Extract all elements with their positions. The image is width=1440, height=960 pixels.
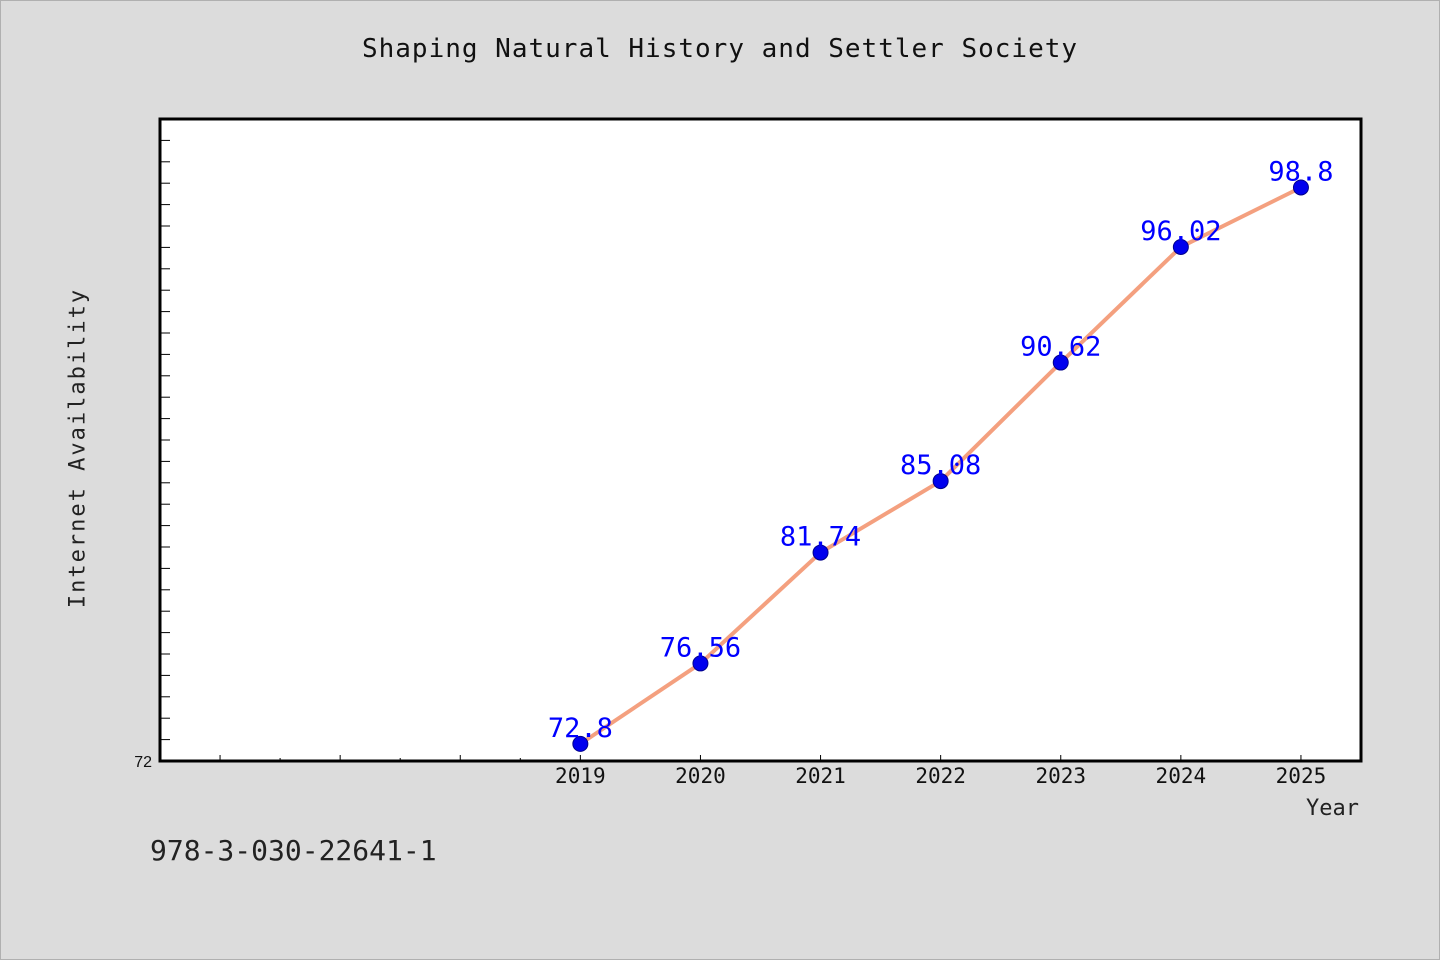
- data-point: [1172, 238, 1189, 255]
- x-tick-label: 2025: [1276, 764, 1327, 788]
- x-ticks: 2019 2020 2021 2022 2023 2024 2025: [219, 755, 1327, 788]
- data-point: [572, 735, 589, 752]
- data-point: [1052, 354, 1069, 371]
- x-tick-label: 2024: [1156, 764, 1207, 788]
- plot-area: [158, 117, 1363, 763]
- x-tick-label: 2023: [1035, 764, 1086, 788]
- x-tick-label: 2021: [795, 764, 846, 788]
- data-label: 72.8: [548, 713, 613, 744]
- isbn-text: 978-3-030-22641-1: [150, 834, 437, 867]
- data-label: 81.74: [780, 522, 861, 553]
- data-label: 90.62: [1020, 332, 1101, 363]
- data-point: [932, 473, 949, 490]
- x-tick-label: 2022: [915, 764, 966, 788]
- y-tick-label: 72: [134, 754, 152, 771]
- chart-title: Shaping Natural History and Settler Soci…: [361, 34, 1079, 64]
- data-point: [692, 655, 709, 672]
- y-ticks: 72: [134, 139, 170, 771]
- data-point: [1292, 179, 1309, 196]
- data-label: 76.56: [660, 632, 741, 663]
- data-label: 85.08: [900, 450, 981, 481]
- series-group: 72.8 76.56 81.74 85.08 90.62 96.02 98.8: [548, 156, 1333, 752]
- data-label: 98.8: [1268, 156, 1333, 187]
- x-axis-label: Year: [1306, 796, 1359, 821]
- x-tick-label: 2019: [555, 764, 606, 788]
- data-label: 96.02: [1140, 216, 1221, 247]
- data-point: [812, 544, 829, 561]
- x-tick-label: 2020: [675, 764, 726, 788]
